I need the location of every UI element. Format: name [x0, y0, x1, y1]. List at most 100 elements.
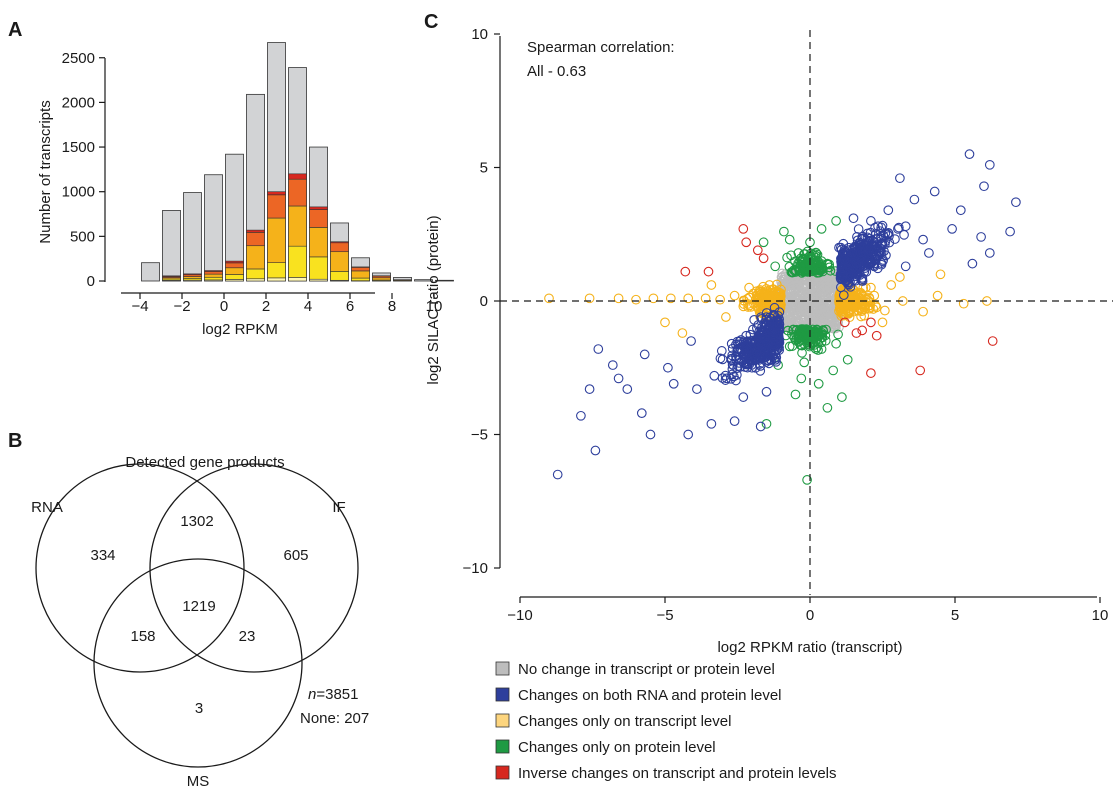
scatter-point-red [851, 328, 862, 338]
scatter-point-blue [853, 224, 864, 234]
panel-a-letter: A [8, 19, 22, 41]
scatter-point-blue [747, 335, 757, 346]
scatter-y-tick-label: 10 [471, 26, 488, 43]
scatter-point-blue [761, 312, 772, 322]
histogram-bar-segment-orange [330, 251, 349, 272]
scatter-point-green [820, 330, 831, 341]
scatter-point-blue [862, 240, 873, 250]
scatter-point-blue [692, 384, 702, 394]
venn-region-rna-only: 334 [90, 547, 115, 564]
scatter-x-tick-label: 5 [951, 607, 959, 624]
scatter-y-tick-label: 0 [480, 293, 488, 310]
scatter-point-gray [779, 273, 790, 283]
legend-swatch-red [495, 765, 510, 780]
scatter-point-orange [544, 293, 554, 304]
histogram-y-tick-label: 500 [70, 228, 95, 245]
scatter-point-blue [772, 315, 783, 325]
histogram-bar-segment-yellow [246, 268, 265, 280]
scatter-point-green [814, 265, 825, 276]
histogram-bar-segment-yellow [288, 245, 307, 278]
scatter-point-blue [871, 253, 882, 264]
scatter-point-green [793, 248, 804, 258]
histogram-bar-segment-orange [309, 227, 328, 258]
scatter-point-orange [877, 317, 888, 328]
scatter-point-gray [814, 304, 824, 315]
scatter-point-red [915, 365, 926, 376]
scatter-point-gray [799, 312, 810, 323]
histogram-bar-segment-red [204, 270, 223, 272]
scatter-point-orange [677, 328, 688, 338]
scatter-point-blue [715, 353, 726, 364]
venn-set-label-if: IF [332, 499, 345, 516]
venn-region-rna-ms: 158 [130, 628, 155, 645]
histogram-x-tick-label: 4 [304, 298, 312, 315]
scatter-point-blue [706, 418, 717, 429]
scatter-point-blue [918, 234, 928, 245]
scatter-point-red [758, 253, 769, 264]
scatter-point-gray [778, 271, 788, 281]
scatter-point-blue [850, 241, 861, 252]
venn-set-label-ms: MS [187, 773, 210, 790]
scatter-point-blue [764, 324, 775, 335]
scatter-point-blue [861, 266, 872, 277]
scatter-point-green [812, 249, 823, 260]
scatter-point-blue [900, 261, 911, 272]
scatter-point-blue [742, 362, 753, 373]
scatter-point-orange [865, 302, 875, 313]
histogram-bar-segment-red [162, 275, 181, 277]
scatter-point-red [738, 224, 749, 234]
scatter-point-blue [761, 386, 772, 397]
legend-label-green: Changes only on protein level [518, 739, 716, 756]
scatter-point-blue [929, 186, 940, 197]
scatter-point-blue [900, 221, 911, 232]
scatter-point-blue [857, 232, 868, 242]
scatter-point-orange [721, 312, 731, 322]
scatter-point-blue [866, 216, 876, 226]
scatter-point-blue [645, 429, 656, 440]
scatter-legend: No change in transcript or protein level… [495, 661, 837, 782]
scatter-point-orange [755, 306, 766, 317]
histogram-bar-segment-deep_orange [393, 279, 412, 281]
scatter-point-green [833, 329, 843, 340]
scatter-point-blue [880, 228, 891, 238]
venn-title: Detected gene products [125, 454, 284, 471]
scatter-point-blue [729, 416, 740, 427]
scatter-point-blue [716, 346, 727, 356]
venn-circle-if [149, 463, 359, 673]
scatter-point-blue [755, 421, 766, 432]
scatter-point-blue [883, 205, 894, 216]
scatter-point-blue [593, 344, 604, 354]
histogram-bar-segment-orange [351, 270, 370, 279]
scatter-point-orange [665, 293, 676, 304]
scatter-point-red [871, 330, 882, 341]
scatter-point-gray [818, 287, 829, 298]
scatter-point-orange [648, 293, 659, 304]
scatter-point-blue [726, 338, 737, 349]
scatter-point-blue [909, 194, 920, 205]
histogram-bar-segment-deep_orange [225, 262, 244, 269]
scatter-x-label: log2 RPKM ratio (transcript) [717, 639, 902, 656]
scatter-point-gray [829, 280, 840, 291]
scatter-point-orange [851, 288, 862, 298]
scatter-point-blue [976, 232, 986, 242]
histogram-y-label: Number of transcripts [37, 100, 54, 243]
scatter-point-blue [607, 360, 618, 370]
scatter-point-blue [853, 261, 864, 271]
scatter-point-blue [839, 248, 850, 258]
histogram-y-tick-label: 1500 [62, 139, 95, 156]
scatter-point-blue [576, 410, 586, 421]
venn-set-label-rna: RNA [31, 499, 63, 516]
panel-c-letter: C [424, 11, 438, 33]
scatter-point-blue [924, 248, 934, 258]
histogram-x-label: log2 RPKM [202, 321, 278, 338]
scatter-point-blue [839, 254, 850, 265]
scatter-point-red [857, 325, 868, 336]
scatter-point-orange [763, 290, 774, 300]
scatter-point-blue [755, 366, 766, 376]
histogram-bar-segment-red [183, 273, 202, 276]
scatter-point-blue [733, 361, 744, 371]
scatter-point-blue [741, 330, 752, 341]
scatter-point-green [807, 337, 818, 348]
scatter-point-blue [772, 328, 783, 339]
histogram-bar-total [414, 279, 433, 282]
